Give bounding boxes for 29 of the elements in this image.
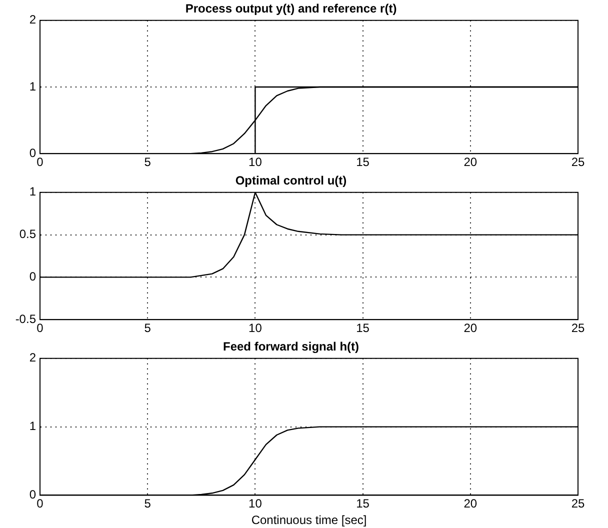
y-tick-label: 1 <box>29 419 36 434</box>
y-tick-label: 1 <box>29 79 36 94</box>
chart-title: Optimal control u(t) <box>235 174 347 188</box>
chart-title: Feed forward signal h(t) <box>222 340 360 354</box>
x-tick-label: 20 <box>464 155 478 170</box>
y-tick-label: -0.5 <box>15 312 36 326</box>
x-tick-label: 25 <box>571 321 585 336</box>
x-tick-label: 15 <box>356 155 370 170</box>
y-tick-label: 2 <box>29 12 36 27</box>
x-tick-label: 15 <box>356 496 370 511</box>
x-tick-label: 10 <box>248 155 262 170</box>
x-tick-label: 20 <box>464 496 478 511</box>
x-tick-label: 5 <box>144 321 152 336</box>
x-tick-label: 5 <box>144 496 152 511</box>
x-tick-label: 10 <box>248 321 262 336</box>
y-tick-label: 0 <box>29 270 36 284</box>
x-axis-title: Continuous time [sec] <box>251 513 367 528</box>
x-tick-label: 5 <box>144 155 152 170</box>
x-tick-label: 25 <box>571 155 585 170</box>
y-tick-label: 1 <box>29 184 36 199</box>
y-tick-label: 2 <box>29 350 36 365</box>
chart-title: Process output y(t) and reference r(t) <box>185 2 397 16</box>
y-tick-label: 0 <box>29 488 36 502</box>
y-tick-label: 0 <box>29 146 36 160</box>
x-tick-label: 25 <box>571 496 585 511</box>
x-tick-label: 10 <box>248 496 262 511</box>
y-tick-label: 0.5 <box>19 227 36 242</box>
x-tick-label: 15 <box>356 321 370 336</box>
x-tick-label: 20 <box>464 321 478 336</box>
